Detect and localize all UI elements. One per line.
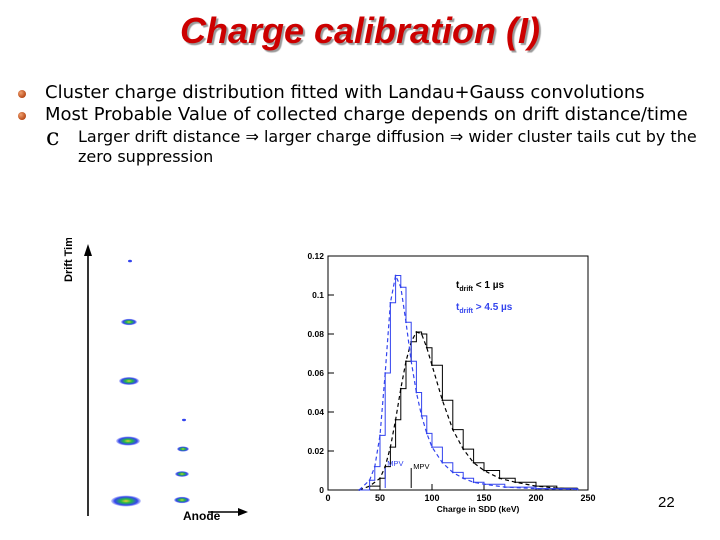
- series-point-1: [576, 488, 579, 491]
- series-histogram-0: [359, 331, 578, 491]
- x-tick-label: 150: [476, 493, 491, 503]
- slide-title: Charge calibration (I): [179, 10, 541, 51]
- bullet-item: Cluster charge distribution fitted with …: [18, 82, 708, 103]
- x-tick-label: 0: [325, 493, 330, 503]
- series-point-0: [394, 418, 397, 421]
- series-fit-1: [358, 273, 578, 491]
- series-point-1: [389, 301, 392, 304]
- implies-arrow-icon: ⇒: [245, 127, 259, 146]
- series-point-1: [358, 489, 361, 491]
- page-number: 22: [658, 494, 675, 511]
- series-point-0: [472, 461, 475, 464]
- series-point-0: [389, 446, 392, 448]
- series-point-0: [399, 387, 402, 390]
- series-point-1: [431, 446, 433, 448]
- series-fit-0: [358, 331, 578, 491]
- series-point-0: [420, 333, 423, 335]
- series-point-1: [410, 360, 413, 363]
- series-point-0: [451, 428, 454, 431]
- sub-bullet-marker: c: [46, 123, 60, 151]
- series-point-1: [399, 286, 402, 289]
- series-point-1: [405, 321, 407, 324]
- mpv-annotation: MPV: [387, 459, 403, 468]
- mpv-annotation: MPV: [413, 462, 429, 471]
- legend-entry-1: tdrift > 4.5 µs: [456, 302, 513, 315]
- y-tick-label: 0.04: [307, 407, 324, 417]
- series-point-1: [472, 481, 475, 484]
- y-tick-label: 0.1: [312, 290, 324, 300]
- series-point-1: [368, 479, 371, 482]
- series-point-0: [514, 481, 517, 484]
- series-point-1: [425, 432, 428, 435]
- bullet-text: Cluster charge distribution fitted with …: [45, 82, 645, 103]
- series-point-0: [483, 469, 485, 472]
- series-point-0: [425, 346, 428, 349]
- series-point-0: [498, 477, 501, 480]
- series-point-0: [441, 399, 444, 402]
- series-point-0: [415, 331, 418, 333]
- cluster-spots: [111, 259, 190, 507]
- series-point-0: [384, 465, 387, 468]
- series-point-1: [535, 487, 537, 490]
- drift-time-axis-label: Drift Time: [63, 238, 75, 282]
- series-point-0: [379, 477, 381, 480]
- bullet-text: Most Probable Value of collected charge …: [45, 104, 688, 125]
- series-point-1: [483, 483, 485, 486]
- cluster-map-figure: Drift Time Anode: [58, 231, 248, 523]
- series-point-1: [415, 391, 418, 394]
- series-point-1: [379, 434, 381, 437]
- series-point-0: [535, 485, 537, 487]
- series-point-1: [420, 415, 423, 417]
- legend-entry-0: tdrift < 1 µs: [456, 280, 504, 293]
- x-axis-label: Charge in SDD (keV): [437, 504, 520, 514]
- series-point-1: [394, 274, 397, 277]
- series-point-1: [441, 461, 444, 464]
- bullet-icon: [18, 112, 26, 120]
- y-tick-label: 0: [319, 485, 324, 495]
- y-tick-label: 0.12: [307, 251, 324, 261]
- sub-bullet-text: Larger drift distance ⇒ larger charge di…: [78, 127, 697, 166]
- sub-bullet-item: c Larger drift distance ⇒ larger charge …: [46, 123, 708, 167]
- x-tick-label: 250: [580, 493, 595, 503]
- bullet-list: Cluster charge distribution fitted with …: [18, 82, 708, 167]
- series-point-0: [405, 360, 407, 363]
- bullet-item: Most Probable Value of collected charge …: [18, 104, 708, 125]
- series-point-0: [462, 448, 465, 450]
- x-tick-label: 100: [424, 493, 439, 503]
- x-tick-label: 50: [375, 493, 385, 503]
- charge-distribution-chart: 0 0.02 0.04 0.06 0.08 0.1 0.12 0 50 100 150 200 250 C…: [262, 246, 622, 526]
- x-tick-label: 200: [528, 493, 543, 503]
- series-point-1: [462, 477, 465, 480]
- series-point-1: [503, 486, 506, 488]
- series-point-1: [451, 471, 454, 474]
- bullet-icon: [18, 90, 26, 98]
- series-point-0: [431, 364, 433, 367]
- drift-time-arrow-icon: [84, 244, 92, 256]
- y-tick-label: 0.08: [307, 329, 324, 339]
- implies-arrow-icon: ⇒: [449, 127, 464, 146]
- y-tick-label: 0.06: [307, 368, 324, 378]
- series-point-1: [373, 465, 376, 468]
- anode-axis-label: Anode: [183, 509, 221, 523]
- plot-frame: [327, 255, 589, 491]
- y-tick-label: 0.02: [307, 446, 324, 456]
- series-point-1: [384, 372, 387, 374]
- anode-arrow-icon: [238, 508, 248, 516]
